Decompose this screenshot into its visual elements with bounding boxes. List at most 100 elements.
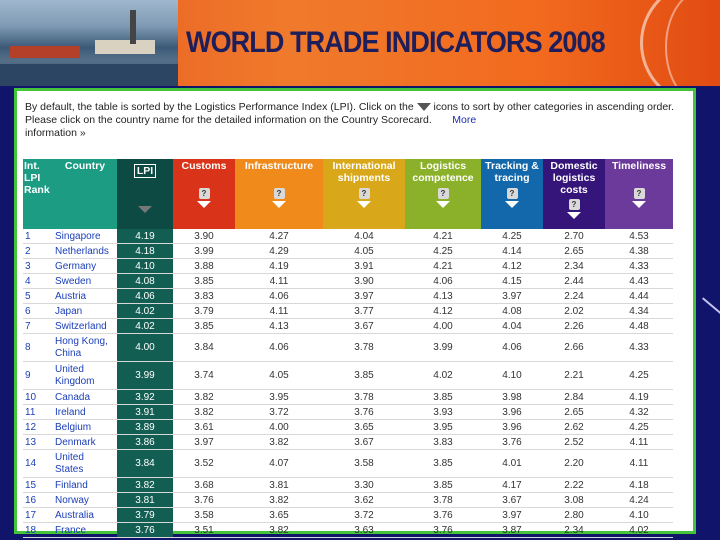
score-cell: 3.76 [173,492,235,508]
score-cell: 3.96 [481,404,543,420]
decorative-line [702,297,720,325]
score-cell: 3.51 [173,522,235,538]
help-costs-icon[interactable]: ? [568,199,580,210]
col-header-international-shipments[interactable]: International shipments ? [323,159,405,229]
rank-cell: 3 [23,258,53,274]
country-link[interactable]: Australia [53,507,117,523]
country-link[interactable]: Hong Kong, China [53,333,117,362]
score-cell: 4.04 [323,229,405,244]
help-shipments-icon[interactable]: ? [358,188,370,199]
col-header-tracking[interactable]: Tracking & tracing ? [481,159,543,229]
score-cell: 3.82 [235,492,323,508]
sort-lpi-icon[interactable] [138,206,152,213]
country-link[interactable]: United Kingdom [53,361,117,390]
country-link[interactable]: Netherlands [53,243,117,259]
information-link[interactable]: information » [25,127,86,139]
table-row: 7 Switzerland 4.02 3.85 4.13 3.67 4.00 4.04 2.26… [23,318,673,334]
country-link[interactable]: Switzerland [53,318,117,334]
help-tracking-icon[interactable]: ? [506,188,518,199]
country-link[interactable]: Singapore [53,229,117,244]
score-cell: 3.90 [323,273,405,289]
score-cell: 4.00 [405,318,481,334]
rank-cell: 17 [23,507,53,523]
score-cell: 3.85 [405,477,481,493]
col-header-logistics-competence[interactable]: Logistics competence ? [405,159,481,229]
country-link[interactable]: Canada [53,389,117,405]
col-header-domestic-costs[interactable]: Domestic logistics costs ? [543,159,605,229]
score-cell: 3.81 [235,477,323,493]
score-cell: 3.99 [405,333,481,362]
score-cell: 4.08 [481,303,543,319]
score-cell: 3.76 [405,522,481,538]
score-cell: 4.34 [605,303,673,319]
rank-cell: 1 [23,229,53,244]
score-cell: 4.11 [605,434,673,450]
score-cell: 3.65 [323,419,405,435]
country-link[interactable]: Ireland [53,404,117,420]
help-competence-icon[interactable]: ? [437,188,449,199]
country-link[interactable]: Japan [53,303,117,319]
sort-shipments-icon[interactable] [357,201,371,208]
score-cell: 4.17 [481,477,543,493]
score-cell: 3.97 [173,434,235,450]
score-cell: 3.97 [481,507,543,523]
sort-infrastructure-icon[interactable] [272,201,286,208]
score-cell: 4.25 [605,361,673,390]
lpi-cell: 3.81 [117,492,173,508]
help-infrastructure-icon[interactable]: ? [273,188,285,199]
country-link[interactable]: Finland [53,477,117,493]
sort-timeliness-icon[interactable] [632,201,646,208]
sort-costs-icon[interactable] [567,212,581,219]
lpi-cell: 3.82 [117,477,173,493]
country-link[interactable]: Denmark [53,434,117,450]
score-cell: 3.72 [323,507,405,523]
score-cell: 2.20 [543,449,605,478]
col-header-country: Country [53,159,117,229]
score-cell: 4.14 [481,243,543,259]
col-header-infrastructure[interactable]: Infrastructure ? [235,159,323,229]
more-link[interactable]: More [452,114,477,126]
rank-cell: 11 [23,404,53,420]
lpi-cell: 3.91 [117,404,173,420]
score-cell: 3.67 [323,434,405,450]
port-crane [130,10,136,44]
country-link[interactable]: Austria [53,288,117,304]
score-cell: 3.78 [323,333,405,362]
country-link[interactable]: France [53,522,117,538]
sort-tracking-icon[interactable] [505,201,519,208]
lpi-cell: 3.89 [117,419,173,435]
score-cell: 4.24 [605,492,673,508]
score-cell: 4.01 [481,449,543,478]
score-cell: 3.52 [173,449,235,478]
score-cell: 4.10 [481,361,543,390]
help-timeliness-icon[interactable]: ? [633,188,645,199]
score-cell: 2.22 [543,477,605,493]
score-cell: 2.02 [543,303,605,319]
score-cell: 2.62 [543,419,605,435]
country-link[interactable]: United States [53,449,117,478]
score-cell: 2.80 [543,507,605,523]
country-link[interactable]: Norway [53,492,117,508]
table-row: 3 Germany 4.10 3.88 4.19 3.91 4.21 4.12 2.34 4.33 [23,258,673,274]
score-cell: 4.13 [235,318,323,334]
table-row: 9 United Kingdom 3.99 3.74 4.05 3.85 4.02 4.10 2… [23,361,673,390]
sort-competence-icon[interactable] [436,201,450,208]
col-header-timeliness[interactable]: Timeliness ? [605,159,673,229]
country-link[interactable]: Belgium [53,419,117,435]
country-link[interactable]: Germany [53,258,117,274]
table-row: 4 Sweden 4.08 3.85 4.11 3.90 4.06 4.15 2.44 4.43 [23,273,673,289]
country-link[interactable]: Sweden [53,273,117,289]
rank-cell: 13 [23,434,53,450]
score-cell: 3.97 [481,288,543,304]
sort-customs-icon[interactable] [197,201,211,208]
table-row: 14 United States 3.84 3.52 4.07 3.58 3.85 4.01 2… [23,449,673,478]
rank-cell: 10 [23,389,53,405]
score-cell: 3.30 [323,477,405,493]
col-header-lpi[interactable]: LPI [117,159,173,229]
col-header-customs[interactable]: Customs ? [173,159,235,229]
lpi-cell: 3.92 [117,389,173,405]
score-cell: 3.82 [235,434,323,450]
help-customs-icon[interactable]: ? [198,188,210,199]
score-cell: 4.25 [405,243,481,259]
score-cell: 4.25 [481,229,543,244]
